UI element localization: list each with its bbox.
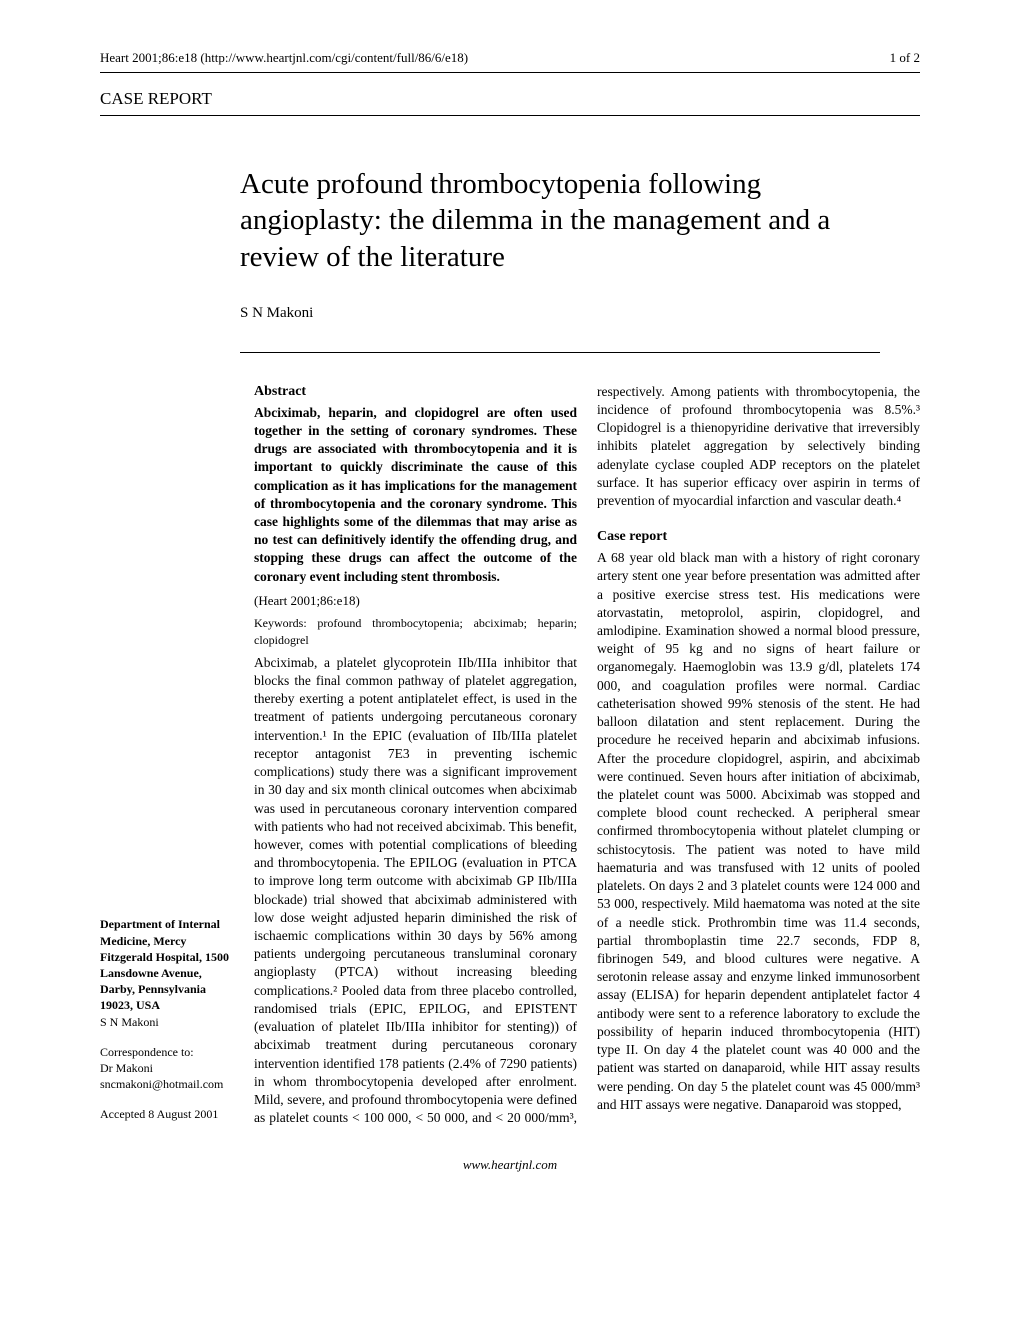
running-header: Heart 2001;86:e18 (http://www.heartjnl.c…: [100, 50, 920, 66]
correspondence-label: Correspondence to:: [100, 1045, 194, 1059]
affiliation-block: Department of Internal Medicine, Mercy F…: [100, 916, 230, 1029]
authors: S N Makoni: [240, 305, 880, 322]
content-columns: Department of Internal Medicine, Mercy F…: [100, 383, 920, 1128]
accepted-date: Accepted 8 August 2001: [100, 1106, 230, 1122]
correspondence-name: Dr Makoni: [100, 1061, 153, 1075]
author-rule: [240, 352, 880, 353]
correspondence-block: Correspondence to: Dr Makoni sncmakoni@h…: [100, 1044, 230, 1093]
keywords: Keywords: profound thrombocytopenia; abc…: [254, 615, 577, 647]
page-number: 1 of 2: [890, 50, 920, 66]
footer-url: www.heartjnl.com: [100, 1157, 920, 1173]
abstract-heading: Abstract: [254, 383, 577, 402]
left-metadata-column: Department of Internal Medicine, Mercy F…: [100, 383, 230, 1128]
title-block: Acute profound thrombocytopenia followin…: [240, 166, 880, 353]
correspondence-email: sncmakoni@hotmail.com: [100, 1077, 223, 1091]
affiliation-name: S N Makoni: [100, 1015, 159, 1029]
abstract-citation: (Heart 2001;86:e18): [254, 592, 577, 610]
section-label: CASE REPORT: [100, 89, 920, 109]
body-text-columns: Abstract Abciximab, heparin, and clopido…: [254, 383, 920, 1128]
header-rule-bottom: [100, 115, 920, 116]
article-title: Acute profound thrombocytopenia followin…: [240, 166, 880, 275]
case-report-body: A 68 year old black man with a history o…: [597, 549, 920, 1114]
affiliation-dept: Department of Internal Medicine, Mercy F…: [100, 917, 229, 1012]
page-container: Heart 2001;86:e18 (http://www.heartjnl.c…: [0, 0, 1020, 1213]
case-report-heading: Case report: [597, 528, 920, 547]
header-rule-top: [100, 72, 920, 73]
journal-reference: Heart 2001;86:e18 (http://www.heartjnl.c…: [100, 50, 468, 66]
abstract-body: Abciximab, heparin, and clopidogrel are …: [254, 405, 577, 584]
